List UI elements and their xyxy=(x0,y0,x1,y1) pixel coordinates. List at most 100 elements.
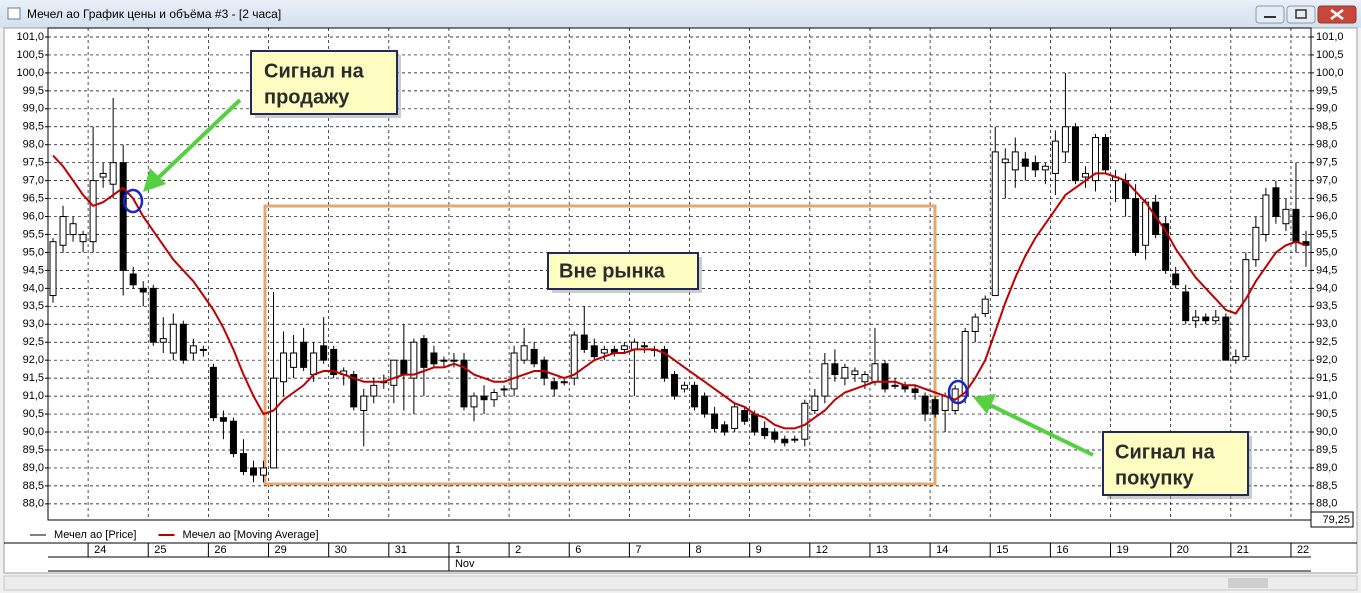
candle-body xyxy=(1001,158,1009,164)
maximize-button[interactable] xyxy=(1286,5,1316,24)
y2-tick-label: 88,5 xyxy=(1316,480,1337,492)
window-icon xyxy=(7,7,21,20)
sell-signal-circle xyxy=(122,188,144,214)
x-tick-label: 15 xyxy=(996,544,1008,556)
candle-body xyxy=(981,298,989,315)
y-tick-label: 93,5 xyxy=(23,300,44,312)
scrollbar-thumb[interactable] xyxy=(1228,578,1268,588)
moving-average-line xyxy=(52,154,1307,430)
y-tick-label: 89,5 xyxy=(23,444,44,456)
candle-body xyxy=(1091,137,1099,182)
candle-body xyxy=(530,348,538,365)
candle-body xyxy=(851,370,859,376)
minimize-button[interactable] xyxy=(1255,5,1285,24)
candle-body xyxy=(871,363,879,383)
candle-body xyxy=(149,287,157,343)
candle-body xyxy=(410,341,418,379)
grid: 88,0 88,0 88,5 88,5 89,0 89,0 89,5 89,5 90,0 90,0… xyxy=(16,28,1344,571)
candle-body xyxy=(49,241,57,297)
annotation-text: покупку xyxy=(1115,467,1195,489)
candle-body xyxy=(79,233,87,243)
scrollbar[interactable] xyxy=(3,575,1358,591)
annotation-box xyxy=(547,252,699,290)
candle-body xyxy=(620,345,628,350)
month-label: Nov xyxy=(455,558,475,570)
y-tick-label: 91,0 xyxy=(23,390,44,402)
candle-body xyxy=(139,287,147,293)
candle-body xyxy=(1011,151,1019,171)
arrow-shaft xyxy=(989,403,1094,457)
candle-body xyxy=(1071,126,1079,182)
candle-body xyxy=(229,420,237,455)
candle-body xyxy=(169,323,177,354)
candle-body xyxy=(1081,172,1089,178)
y2-tick-label: 95,0 xyxy=(1316,246,1337,258)
candle-body xyxy=(1202,316,1210,322)
y-tick-label: 98,5 xyxy=(23,121,44,133)
x-tick-label: 25 xyxy=(154,544,166,556)
candle-body xyxy=(59,216,67,246)
candle-body xyxy=(450,359,458,362)
candle-body xyxy=(691,384,699,408)
candle-body xyxy=(1212,316,1220,322)
arrow-shaft xyxy=(156,98,242,180)
x-tick-label: 21 xyxy=(1237,544,1249,556)
candle-body xyxy=(179,323,187,361)
candle-body xyxy=(841,366,849,379)
y-tick-label: 100,5 xyxy=(16,49,44,61)
candle-body xyxy=(731,406,739,429)
candle-body xyxy=(270,377,278,469)
candle-body xyxy=(821,363,829,397)
y2-tick-label: 94,5 xyxy=(1316,264,1337,276)
y2-tick-label: 89,5 xyxy=(1316,444,1337,456)
x-tick-label: 19 xyxy=(1117,544,1129,556)
y2-tick-label: 90,5 xyxy=(1316,408,1337,420)
candle-body xyxy=(1182,291,1190,322)
x-tick-label: 12 xyxy=(816,544,828,556)
y2-tick-label: 94,0 xyxy=(1316,282,1337,294)
x-tick-label: 26 xyxy=(214,544,226,556)
window-title: Мечел ао График цены и объёма #3 - [2 ча… xyxy=(27,7,281,21)
y-tick-label: 101,0 xyxy=(16,31,44,43)
candle-body xyxy=(711,413,719,429)
y-tick-label: 95,0 xyxy=(23,246,44,258)
candle-body xyxy=(219,417,227,422)
y2-tick-label: 95,5 xyxy=(1316,228,1337,240)
candle-body xyxy=(991,151,999,297)
candle-body xyxy=(1162,223,1170,271)
arrow-head xyxy=(973,394,996,414)
candle-body xyxy=(129,273,137,286)
y2-tick-label: 93,5 xyxy=(1316,300,1337,312)
y2-tick-label: 88,0 xyxy=(1316,498,1337,510)
y2-tick-label: 99,5 xyxy=(1316,85,1337,97)
candle-body xyxy=(580,334,588,350)
candle-body xyxy=(1272,187,1280,218)
candle-body xyxy=(1242,259,1250,358)
candle-body xyxy=(420,338,428,368)
y-tick-label: 92,0 xyxy=(23,354,44,366)
candle-body xyxy=(811,395,819,411)
corner-label: 79,25 xyxy=(1322,514,1350,526)
y2-tick-label: 90,0 xyxy=(1316,426,1337,438)
y2-tick-label: 89,0 xyxy=(1316,462,1337,474)
y2-tick-label: 98,5 xyxy=(1316,121,1337,133)
candle-body xyxy=(320,345,328,361)
y2-tick-label: 96,5 xyxy=(1316,192,1337,204)
y-tick-label: 90,0 xyxy=(23,426,44,438)
legend-label: Мечел ао [Price] xyxy=(54,529,136,541)
candle-body xyxy=(1252,226,1260,261)
candle-body xyxy=(400,359,408,376)
annotation-text: продажу xyxy=(264,86,350,108)
candle-body xyxy=(310,352,318,376)
y-tick-label: 92,5 xyxy=(23,336,44,348)
candle-body xyxy=(781,438,789,444)
candle-body xyxy=(831,363,839,376)
candle-body xyxy=(861,374,869,383)
candle-body xyxy=(921,395,929,415)
candle-body xyxy=(801,402,809,440)
candle-body xyxy=(1192,316,1200,322)
candle-body xyxy=(520,345,528,361)
x-tick-label: 29 xyxy=(275,544,287,556)
buy-signal-circle xyxy=(947,379,969,405)
y2-tick-label: 96,0 xyxy=(1316,210,1337,222)
